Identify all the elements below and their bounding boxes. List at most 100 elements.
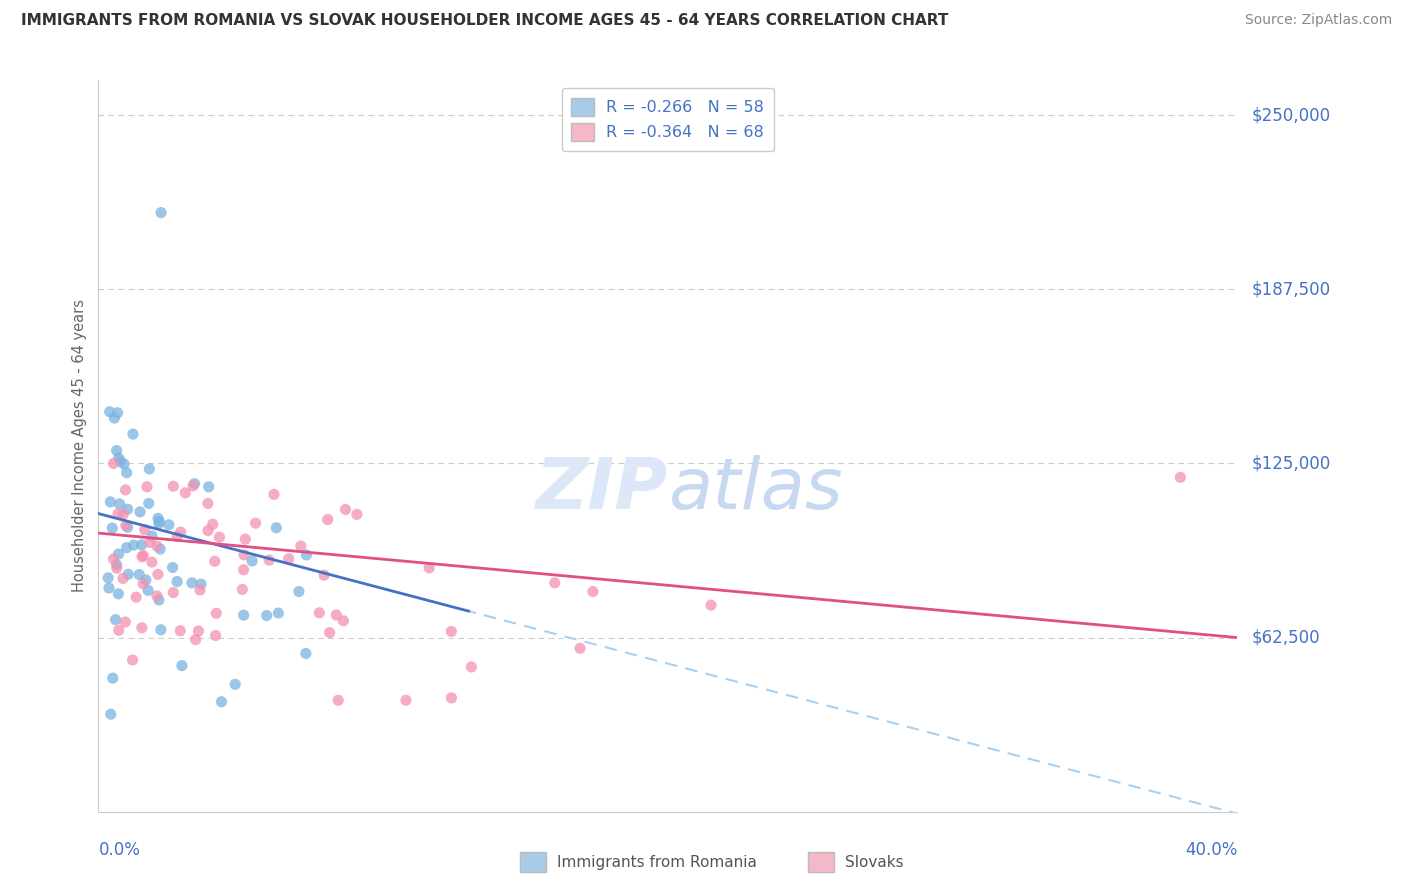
Point xyxy=(103,457,125,471)
Point xyxy=(318,625,340,640)
Point xyxy=(232,563,254,577)
Point xyxy=(132,576,155,591)
Point xyxy=(112,508,135,522)
Text: atlas: atlas xyxy=(668,456,842,524)
Point xyxy=(233,548,256,562)
Point xyxy=(97,571,120,585)
Point xyxy=(97,581,120,595)
Point xyxy=(232,608,254,623)
Point xyxy=(211,695,233,709)
Point xyxy=(138,462,160,476)
Point xyxy=(108,497,131,511)
Point xyxy=(107,587,129,601)
Point xyxy=(582,584,605,599)
Point xyxy=(150,205,173,219)
Point xyxy=(208,530,231,544)
Point xyxy=(201,517,224,532)
Point xyxy=(205,607,228,621)
Point xyxy=(169,624,191,638)
Point xyxy=(700,598,723,612)
Text: $125,000: $125,000 xyxy=(1251,454,1330,473)
Point xyxy=(121,653,143,667)
Text: $62,500: $62,500 xyxy=(1251,629,1320,647)
Point xyxy=(117,520,139,534)
Point xyxy=(277,551,299,566)
Point xyxy=(197,480,219,494)
Point xyxy=(204,554,226,568)
Text: 40.0%: 40.0% xyxy=(1185,841,1237,859)
Point xyxy=(105,558,128,572)
Point xyxy=(141,529,163,543)
Point xyxy=(149,541,172,556)
Point xyxy=(117,567,139,582)
Point xyxy=(308,606,330,620)
Point xyxy=(440,624,463,639)
Point xyxy=(346,508,368,522)
Point xyxy=(138,496,160,510)
Point xyxy=(103,411,125,425)
Point xyxy=(107,507,129,521)
Point xyxy=(136,480,159,494)
Point xyxy=(139,535,162,549)
Point xyxy=(131,549,153,564)
Point xyxy=(181,575,204,590)
Point xyxy=(115,541,138,555)
Point xyxy=(131,621,153,635)
Text: 0.0%: 0.0% xyxy=(98,841,141,859)
Point xyxy=(240,554,263,568)
Point xyxy=(157,517,180,532)
Point xyxy=(169,524,191,539)
Point xyxy=(103,552,125,566)
Point xyxy=(569,641,592,656)
Point xyxy=(98,405,121,419)
Point xyxy=(314,568,336,582)
Point xyxy=(170,658,193,673)
Text: Slovaks: Slovaks xyxy=(845,855,904,870)
Point xyxy=(460,660,482,674)
Point xyxy=(184,632,207,647)
Legend: R = -0.266   N = 58, R = -0.364   N = 68: R = -0.266 N = 58, R = -0.364 N = 68 xyxy=(562,88,773,151)
Point xyxy=(295,548,318,562)
Text: $250,000: $250,000 xyxy=(1251,106,1330,124)
Point xyxy=(136,583,159,598)
Point xyxy=(100,707,122,722)
Text: $187,500: $187,500 xyxy=(1251,280,1330,298)
Point xyxy=(187,624,209,638)
Point xyxy=(110,454,132,468)
Point xyxy=(257,553,280,567)
Point xyxy=(162,585,184,599)
Point xyxy=(122,538,145,552)
Point xyxy=(117,502,139,516)
Point xyxy=(224,677,246,691)
Point xyxy=(290,539,312,553)
Point xyxy=(101,671,124,685)
Point xyxy=(98,495,121,509)
Point xyxy=(146,539,169,553)
Point xyxy=(105,561,128,575)
Text: ZIP: ZIP xyxy=(536,456,668,524)
Point xyxy=(112,457,135,471)
Point xyxy=(440,690,463,705)
Point xyxy=(204,628,226,642)
Text: Immigrants from Romania: Immigrants from Romania xyxy=(557,855,756,870)
Point xyxy=(245,516,267,530)
Point xyxy=(132,549,155,563)
Text: IMMIGRANTS FROM ROMANIA VS SLOVAK HOUSEHOLDER INCOME AGES 45 - 64 YEARS CORRELAT: IMMIGRANTS FROM ROMANIA VS SLOVAK HOUSEH… xyxy=(21,13,949,29)
Point xyxy=(174,486,197,500)
Point xyxy=(107,450,129,465)
Point xyxy=(146,511,169,525)
Point xyxy=(146,589,169,603)
Point xyxy=(544,575,567,590)
Point xyxy=(328,693,350,707)
Point xyxy=(104,613,127,627)
Point xyxy=(256,608,278,623)
Point xyxy=(148,515,170,529)
Point xyxy=(188,582,211,597)
Point xyxy=(332,614,354,628)
Point xyxy=(418,561,440,575)
Point xyxy=(111,571,134,585)
Point xyxy=(125,590,148,604)
Point xyxy=(325,607,347,622)
Point xyxy=(166,529,188,543)
Point xyxy=(114,518,136,533)
